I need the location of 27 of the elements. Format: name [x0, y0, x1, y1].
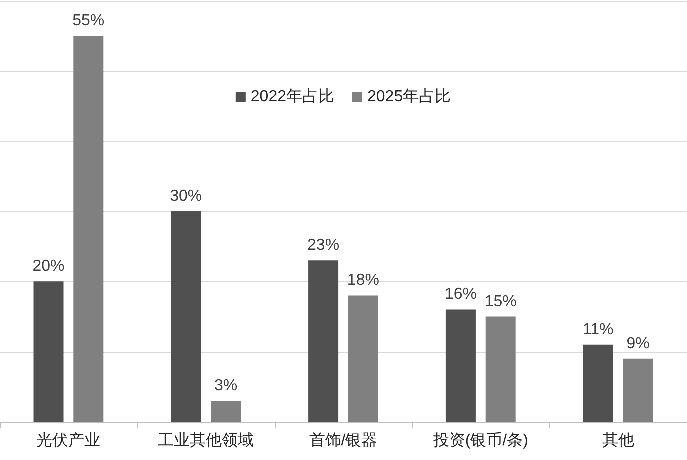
bar [211, 400, 242, 422]
x-tick-label: 其他 [602, 432, 634, 450]
data-label: 18% [347, 272, 380, 290]
legend-label: 2025年占比 [368, 88, 452, 106]
data-label: 11% [582, 321, 614, 338]
bar [308, 260, 339, 422]
bar [34, 282, 64, 422]
bar [583, 344, 614, 422]
bar [348, 296, 378, 422]
data-label: 3% [214, 377, 238, 394]
bar [171, 212, 202, 422]
x-tick-label: 投资(银币/条) [432, 432, 528, 450]
data-label: 20% [32, 258, 65, 276]
data-label: 15% [484, 293, 517, 310]
x-tick-label: 光伏产业 [36, 432, 101, 450]
data-label: 30% [170, 188, 202, 205]
data-label: 16% [444, 286, 477, 304]
bar [74, 36, 104, 422]
data-label: 23% [308, 237, 340, 254]
data-label: 55% [72, 12, 105, 30]
bar [446, 310, 476, 422]
bar [623, 358, 654, 422]
data-label: 9% [626, 335, 650, 352]
bar [486, 316, 516, 422]
x-tick-label: 首饰/银器 [309, 432, 378, 450]
legend-label: 2022年占比 [250, 88, 334, 106]
x-tick-label: 工业其他领域 [158, 432, 254, 450]
